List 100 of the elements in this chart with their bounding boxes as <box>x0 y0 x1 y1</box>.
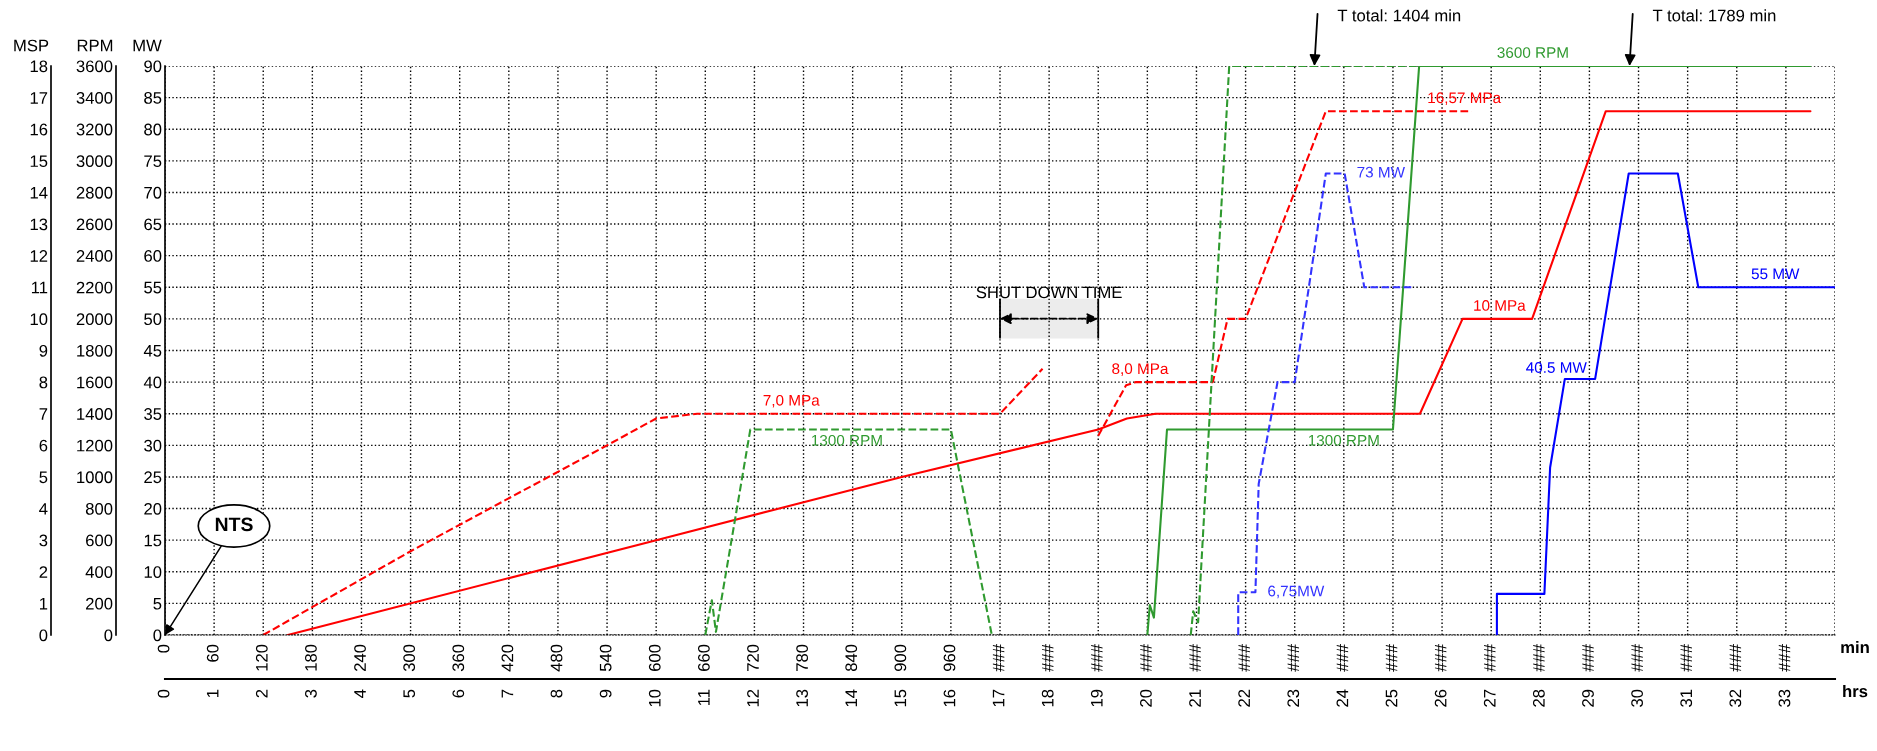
x-tick-label: 780 <box>796 644 808 671</box>
x2-tick-label: 24 <box>1336 689 1349 707</box>
y3-tick-label: 10 <box>144 566 162 578</box>
x-tick-label: ### <box>1778 644 1791 672</box>
x2-tick-label: 28 <box>1532 689 1545 707</box>
x-tick-label: ### <box>1680 644 1692 672</box>
y2-tick-label: 1200 <box>77 439 113 452</box>
data-label: 8,0 MPa <box>1112 363 1169 376</box>
y-axis-title: MSP <box>14 39 49 52</box>
x-tick-label: 360 <box>452 644 465 672</box>
x-tick-label: ### <box>1189 644 1201 672</box>
x2-tick-label: 26 <box>1434 689 1447 707</box>
y2-tick-label: 3200 <box>76 123 113 136</box>
y-tick-label: 2 <box>39 566 48 578</box>
x2-tick-label: 15 <box>894 689 907 707</box>
x-tick-label: 600 <box>648 644 661 671</box>
y2-tick-label: 3400 <box>76 92 113 104</box>
data-label: 1300 RPM <box>811 434 882 446</box>
x2-tick-label: 21 <box>1189 689 1201 707</box>
y2-tick-label: 200 <box>86 597 113 610</box>
x2-tick-label: 0 <box>157 689 170 698</box>
y2-tick-label: 2800 <box>76 186 113 199</box>
x-tick-label: ### <box>1484 644 1496 672</box>
y3-tick-label: 85 <box>144 92 162 104</box>
x-tick-label: ### <box>1729 644 1742 672</box>
y-tick-label: 6 <box>39 439 48 452</box>
x-tick-label: 480 <box>550 644 563 672</box>
y-tick-label: 7 <box>39 408 48 420</box>
x-tick-label: 120 <box>255 644 268 671</box>
x2-tick-label: 11 <box>698 689 710 706</box>
x2-tick-label: 10 <box>648 689 661 707</box>
y-tick-label: 16 <box>30 123 48 136</box>
y2-tick-label: 1000 <box>77 471 113 484</box>
x2-tick-label: 8 <box>550 689 563 698</box>
y3-axis-title: MW <box>133 39 162 52</box>
y3-tick-label: 60 <box>144 250 162 262</box>
x2-tick-label: 19 <box>1090 689 1103 707</box>
x2-tick-label: 14 <box>845 689 857 707</box>
y-tick-label: 9 <box>39 344 48 357</box>
y-tick-label: 12 <box>30 250 48 262</box>
y2-tick-label: 2200 <box>76 281 113 294</box>
y3-tick-label: 90 <box>144 60 162 73</box>
data-label: 1300 RPM <box>1308 434 1379 446</box>
x-tick-label: ### <box>992 644 1005 672</box>
x2-axis-title: hrs <box>1843 685 1868 698</box>
x-tick-label: 420 <box>501 644 514 672</box>
y2-tick-label: 600 <box>86 534 113 547</box>
y-tick-label: 14 <box>30 187 48 199</box>
y3-tick-label: 35 <box>144 408 162 420</box>
x2-tick-label: 2 <box>255 689 268 698</box>
y3-tick-label: 30 <box>144 439 162 452</box>
y2-tick-label: 2600 <box>76 218 113 231</box>
y2-tick-label: 400 <box>85 566 113 578</box>
x-tick-label: 720 <box>747 644 759 671</box>
y3-tick-label: 40 <box>143 376 162 389</box>
y2-tick-label: 2000 <box>76 313 113 326</box>
y3-tick-label: 80 <box>144 123 162 136</box>
y2-tick-label: 0 <box>104 629 113 642</box>
y3-tick-label: 45 <box>143 345 162 357</box>
x2-tick-label: 1 <box>206 689 219 697</box>
x-tick-label: 300 <box>403 644 416 672</box>
x-tick-label: 0 <box>157 644 170 653</box>
y-tick-label: 15 <box>30 155 48 168</box>
x-tick-label: ### <box>1582 644 1594 672</box>
x-tick-label: 840 <box>845 644 858 672</box>
y3-tick-label: 15 <box>144 534 162 547</box>
x-tick-label: 660 <box>697 644 710 671</box>
y3-tick-label: 75 <box>144 155 162 168</box>
x-tick-label: 180 <box>305 644 317 671</box>
y3-tick-label: 20 <box>144 502 162 515</box>
x2-tick-label: 31 <box>1680 689 1693 707</box>
x2-tick-label: 25 <box>1385 689 1398 707</box>
x2-tick-label: 27 <box>1483 689 1496 707</box>
x2-tick-label: 9 <box>599 689 612 698</box>
x2-tick-label: 23 <box>1287 689 1300 707</box>
x2-tick-label: 22 <box>1238 689 1250 707</box>
y-tick-label: 17 <box>30 92 48 104</box>
y-tick-label: 13 <box>30 218 48 231</box>
x2-tick-label: 12 <box>747 689 759 707</box>
y2-tick-label: 1400 <box>77 408 113 420</box>
x2-tick-label: 7 <box>501 689 514 698</box>
data-label: 3600 RPM <box>1497 47 1568 58</box>
y2-tick-label: 800 <box>85 502 113 515</box>
y-tick-label: 3 <box>39 534 48 547</box>
y3-tick-label: 55 <box>144 281 162 294</box>
y-tick-label: 4 <box>39 503 48 515</box>
y2-tick-label: 1600 <box>77 376 113 389</box>
y2-tick-label: 3600 <box>76 60 113 73</box>
x2-tick-label: 29 <box>1582 689 1594 707</box>
x-tick-label: 960 <box>943 644 956 672</box>
x2-tick-label: 6 <box>452 689 465 698</box>
x-tick-label: ### <box>1287 644 1300 672</box>
annotation: T total: 1404 min <box>1337 9 1461 22</box>
y3-tick-label: 50 <box>144 313 162 326</box>
x2-tick-label: 16 <box>943 689 956 707</box>
x-tick-label: ### <box>1091 644 1103 672</box>
y3-tick-label: 25 <box>144 471 162 484</box>
y-tick-label: 18 <box>30 60 48 73</box>
y-tick-label: 11 <box>31 281 48 294</box>
x-tick-label: ### <box>1140 644 1152 672</box>
